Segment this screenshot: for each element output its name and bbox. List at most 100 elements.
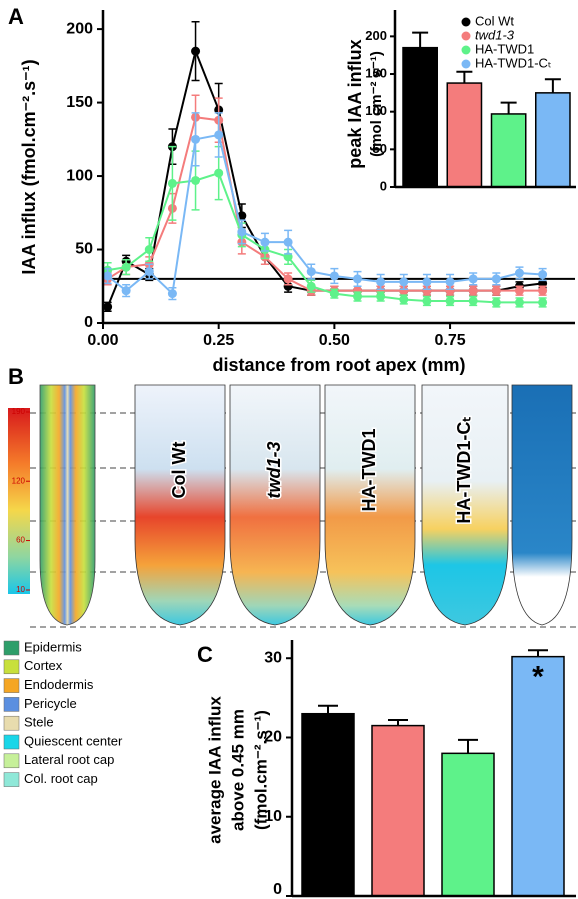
y-tick-label: 150	[365, 65, 387, 80]
data-point	[103, 302, 113, 312]
data-point	[422, 296, 432, 306]
colorbar	[8, 408, 30, 594]
y-tick-label: 50	[75, 241, 93, 258]
root-label: HA-TWD1-Cₜ	[454, 416, 474, 523]
error-bar	[544, 78, 561, 93]
tissue-label: Cortex	[24, 658, 63, 673]
data-point	[144, 245, 154, 255]
tissue-swatch	[3, 715, 20, 731]
bar	[490, 113, 527, 188]
data-point	[445, 286, 455, 296]
data-point	[491, 274, 501, 284]
data-point	[121, 286, 131, 296]
data-point	[514, 286, 524, 296]
data-point	[468, 274, 478, 284]
data-point	[237, 211, 247, 221]
inset-y-label: (fmol cm⁻² s⁻¹)	[368, 51, 385, 157]
error-bar	[456, 70, 473, 84]
panel-label: B	[8, 364, 24, 389]
legend-marker	[461, 31, 471, 41]
x-tick-label: 0.75	[434, 332, 465, 349]
tissue-swatch	[3, 753, 20, 769]
bar	[402, 46, 438, 188]
error-bar	[412, 31, 429, 48]
data-point	[306, 267, 316, 277]
inset-title: peak IAA influx	[345, 39, 365, 168]
root-heatmap	[421, 384, 509, 626]
legend-label: HA-TWD1-Cₜ	[475, 55, 552, 70]
y-tick-label: 0	[84, 314, 93, 331]
y-tick-label: 10	[264, 808, 282, 825]
data-point	[538, 286, 548, 296]
data-point	[538, 270, 548, 280]
data-point	[260, 237, 270, 247]
legend-label: HA-TWD1	[475, 41, 534, 56]
tissue-label: Pericycle	[24, 696, 77, 711]
tissue-swatch	[3, 640, 20, 656]
panel-label: A	[8, 4, 24, 29]
data-point	[468, 286, 478, 296]
y-tick-label: 0	[273, 881, 282, 898]
y-tick-label: 0	[380, 178, 387, 193]
data-point	[445, 296, 455, 306]
colorbar-tick-label: 10	[16, 585, 25, 594]
data-point	[329, 289, 339, 299]
x-axis-label: distance from root apex (mm)	[212, 355, 465, 375]
tissue-swatch	[3, 772, 20, 787]
y-tick-label: 50	[373, 141, 387, 156]
error-bar	[388, 719, 408, 726]
data-point	[214, 168, 224, 178]
colorbar-tick-label: 190	[12, 407, 26, 416]
data-point	[491, 286, 501, 296]
y-tick-label: 150	[66, 94, 93, 111]
legend-label: Col Wt	[475, 13, 514, 28]
root-heatmap	[229, 384, 321, 626]
y-tick-label: 20	[264, 729, 282, 746]
data-point	[422, 286, 432, 296]
data-point	[376, 292, 386, 302]
x-tick-label: 0.00	[87, 332, 118, 349]
data-point	[283, 237, 293, 247]
error-bar	[528, 649, 548, 657]
tissue-label: Col. root cap	[24, 771, 98, 786]
data-point	[468, 296, 478, 306]
colorbar-tick-label: 60	[16, 536, 25, 545]
y-tick-label: 100	[66, 167, 93, 184]
legend-marker	[461, 17, 471, 27]
x-tick-label: 0.25	[203, 332, 234, 349]
legend-marker	[461, 59, 471, 69]
data-point	[353, 292, 363, 302]
bar	[441, 752, 495, 897]
tissue-swatch	[3, 678, 20, 693]
error-bar	[318, 704, 338, 714]
y-axis-label: above 0.45 mm	[228, 709, 247, 831]
legend-marker	[461, 45, 471, 55]
y-tick-label: 100	[365, 103, 387, 118]
legend-label: twd1-3	[475, 27, 515, 42]
root-heatmap	[511, 384, 573, 626]
bar	[446, 82, 483, 188]
bar	[535, 92, 571, 188]
colorbar-tick-label: 120	[12, 476, 26, 485]
data-point	[514, 297, 524, 307]
significance-mark: *	[532, 661, 544, 694]
data-point	[191, 175, 201, 185]
data-point	[329, 271, 339, 281]
data-point	[167, 178, 177, 188]
data-point	[422, 277, 432, 287]
tissue-swatch	[3, 659, 20, 675]
root-label: HA-TWD1	[359, 429, 379, 512]
y-axis-label: IAA influx (fmol.cm⁻².s⁻¹)	[19, 59, 39, 274]
bar	[511, 655, 565, 897]
tissue-label: Endodermis	[24, 677, 94, 692]
root-label: Col Wt	[169, 442, 189, 499]
root-heatmap	[134, 384, 226, 626]
data-point	[445, 277, 455, 287]
data-point	[103, 271, 113, 281]
bar	[371, 724, 425, 897]
tissue-label: Quiescent center	[24, 733, 123, 748]
y-axis-label: (fmol.cm⁻².s⁻¹)	[251, 710, 270, 830]
data-point	[306, 281, 316, 291]
data-point	[191, 46, 201, 56]
